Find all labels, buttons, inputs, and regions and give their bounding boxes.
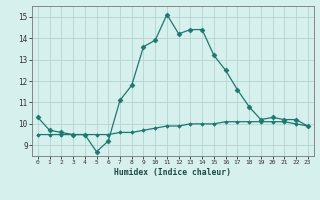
X-axis label: Humidex (Indice chaleur): Humidex (Indice chaleur) (114, 168, 231, 177)
